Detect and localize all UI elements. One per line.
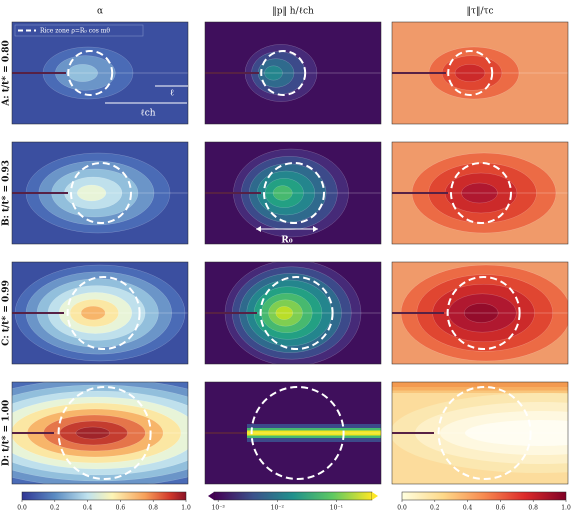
contour (392, 382, 568, 387)
colorbar-tick-label: 1.0 (181, 505, 191, 512)
field (12, 142, 188, 244)
legend-box (14, 24, 144, 37)
colorbar (213, 491, 373, 501)
column-title: ‖τ‖/τc (466, 7, 493, 17)
colorbar (21, 491, 187, 501)
panel (204, 21, 382, 125)
row-label: B: t/t* = 0.93 (2, 160, 12, 226)
panel (391, 21, 569, 125)
rice-zone (447, 50, 494, 96)
panel (391, 381, 569, 485)
rice-zone (437, 386, 532, 480)
panel (204, 261, 382, 365)
panel-frame (204, 141, 382, 245)
row-label: A: t/t* = 0.80 (2, 40, 12, 106)
rice-zone (260, 50, 307, 96)
rice-zone (450, 162, 512, 224)
legend-text: Rice zone ρ=R₀ cos mθ (40, 28, 110, 35)
field (392, 382, 568, 484)
panel-frame (204, 261, 382, 365)
colorbar-tick-label: 0.2 (50, 505, 60, 512)
panel-frame (204, 21, 382, 125)
rice-zone (57, 386, 152, 480)
field (205, 382, 381, 484)
panel (11, 141, 189, 245)
field (205, 262, 381, 364)
rice-zone (250, 386, 345, 480)
field (12, 22, 188, 124)
colorbar-tick-label: 0.4 (463, 505, 473, 512)
panel-frame (391, 261, 569, 365)
panel-frame (391, 21, 569, 125)
row-label: D: t/t* = 1.00 (2, 400, 12, 466)
colorbar-tick-label: 0.0 (397, 505, 407, 512)
field (392, 142, 568, 244)
colorbar-tick-label: 0.8 (148, 505, 158, 512)
column-title: ‖p‖ h/ℓch (272, 7, 314, 17)
field (12, 262, 188, 364)
r0-label: R₀ (281, 236, 292, 246)
ell-ch-label: ℓch (140, 109, 155, 119)
colorbar-tick-label: 0.0 (17, 505, 27, 512)
panel (391, 261, 569, 365)
panel (11, 261, 189, 365)
rice-zone (259, 276, 334, 350)
panel (391, 141, 569, 245)
field (12, 382, 188, 484)
panel-frame (204, 381, 382, 485)
colorbar-tick-label: 0.4 (83, 505, 93, 512)
colorbar-tick-label: 10⁻² (271, 505, 285, 512)
rice-zone (67, 50, 114, 96)
colorbar (401, 491, 567, 501)
colorbar-tick-label: 10⁻¹ (330, 505, 343, 512)
panel-frame (11, 381, 189, 485)
panel-frame (11, 261, 189, 365)
panel-frame (391, 381, 569, 485)
colorbar-tick-label: 0.6 (496, 505, 506, 512)
panel (11, 21, 189, 125)
colorbar-tick-label: 1.0 (561, 505, 571, 512)
colorbar-extend (372, 492, 378, 500)
field (205, 22, 381, 124)
rice-zone (446, 276, 521, 350)
rice-zone (263, 162, 325, 224)
field (205, 142, 381, 244)
panel-frame (11, 21, 189, 125)
colorbar-tick-label: 0.8 (528, 505, 538, 512)
panel (11, 381, 189, 485)
rice-zone (66, 276, 141, 350)
field (392, 262, 568, 364)
panel (204, 141, 382, 245)
row-label: C: t/t* = 0.99 (2, 280, 12, 346)
field (392, 22, 568, 124)
colorbar-extend (208, 492, 214, 500)
colorbar-tick-label: 0.6 (116, 505, 126, 512)
colorbar-tick-label: 0.2 (430, 505, 440, 512)
panel (204, 381, 382, 485)
panel-frame (11, 141, 189, 245)
panel-frame (391, 141, 569, 245)
ell-label: ℓ (170, 89, 174, 99)
colorbar-tick-label: 10⁻³ (212, 505, 226, 512)
column-title: α (97, 7, 103, 17)
rice-zone (70, 162, 132, 224)
